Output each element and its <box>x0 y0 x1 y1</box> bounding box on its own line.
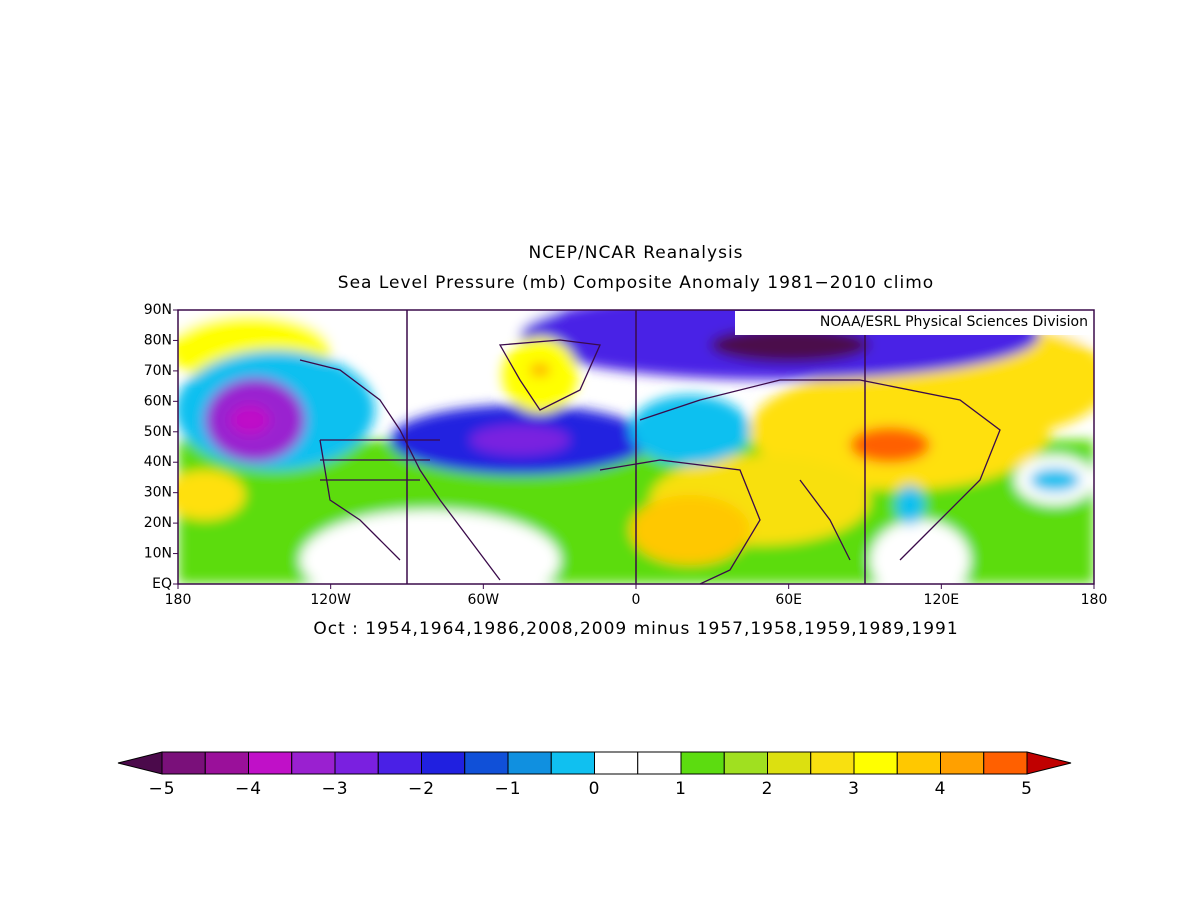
coastlines <box>299 339 1001 584</box>
colorbar-box <box>983 751 1028 775</box>
anomaly-field <box>178 310 1094 584</box>
colorbar-box <box>594 751 639 775</box>
colorbar-box <box>896 751 941 775</box>
lat-tick-label: 30N <box>144 485 172 501</box>
lon-tick-label: 60E <box>775 592 802 608</box>
lon-tick-label: 60W <box>467 592 499 608</box>
colorbar-tick-label: 1 <box>675 779 687 799</box>
colorbar-box <box>550 751 595 775</box>
lat-tick-label: 60N <box>144 393 172 409</box>
colorbar-tick-label: −2 <box>408 779 435 799</box>
lat-tick-label: 50N <box>144 424 172 440</box>
colorbar-box <box>767 751 812 775</box>
colorbar-under <box>117 751 163 775</box>
colorbar: −5 −4 −3 −2 −1 0 1 2 3 4 5 <box>117 751 1072 799</box>
lon-tick-label: 120E <box>924 592 960 608</box>
credit-box <box>735 311 1093 335</box>
colorbar-tick-label: 5 <box>1021 779 1033 799</box>
title: NCEP/NCAR Reanalysis <box>528 243 743 263</box>
colorbar-box <box>853 751 898 775</box>
colorbar-box <box>421 751 466 775</box>
colorbar-tick-label: −5 <box>148 779 175 799</box>
credit: NOAA/ESRL Physical Sciences Division <box>820 314 1088 330</box>
colorbar-tick-label: −3 <box>321 779 348 799</box>
lat-tick-label: EQ <box>152 576 172 592</box>
colorbar-tick-label: −4 <box>235 779 262 799</box>
lat-tick-label: 90N <box>144 302 172 318</box>
lon-tick-label: 180 <box>1081 592 1108 608</box>
colorbar-box <box>637 751 682 775</box>
colorbar-tick-label: 4 <box>935 779 947 799</box>
colorbar-box <box>507 751 552 775</box>
lat-tick-label: 10N <box>144 546 172 562</box>
subtitle: Sea Level Pressure (mb) Composite Anomal… <box>338 273 934 293</box>
lon-tick-label: 120W <box>310 592 351 608</box>
colorbar-box <box>464 751 509 775</box>
colorbar-box <box>810 751 855 775</box>
lon-tick-label: 0 <box>632 592 641 608</box>
colorbar-tick-label: 0 <box>589 779 601 799</box>
colorbar-tick-label: 2 <box>762 779 774 799</box>
lat-tick-label: 40N <box>144 454 172 470</box>
colorbar-box <box>377 751 422 775</box>
lon-tick-label: 180 <box>165 592 192 608</box>
colorbar-box <box>723 751 768 775</box>
caption: Oct : 1954,1964,1986,2008,2009 minus 195… <box>313 619 958 639</box>
lat-tick-label: 20N <box>144 515 172 531</box>
colorbar-tick-label: −1 <box>494 779 521 799</box>
colorbar-box <box>680 751 725 775</box>
colorbar-box <box>248 751 293 775</box>
lat-tick-label: 80N <box>144 332 172 348</box>
colorbar-box <box>940 751 985 775</box>
colorbar-over <box>1026 751 1072 775</box>
colorbar-box <box>291 751 336 775</box>
lat-tick-label: 70N <box>144 363 172 379</box>
colorbar-box <box>204 751 249 775</box>
colorbar-box <box>334 751 379 775</box>
colorbar-tick-label: 3 <box>848 779 860 799</box>
colorbar-box <box>161 751 206 775</box>
